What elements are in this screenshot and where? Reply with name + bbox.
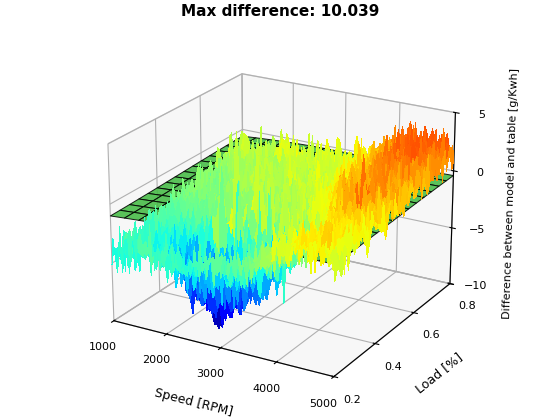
X-axis label: Speed [RPM]: Speed [RPM]: [153, 386, 235, 419]
Title: Max difference: 10.039: Max difference: 10.039: [181, 4, 379, 19]
Y-axis label: Load [%]: Load [%]: [413, 350, 465, 396]
